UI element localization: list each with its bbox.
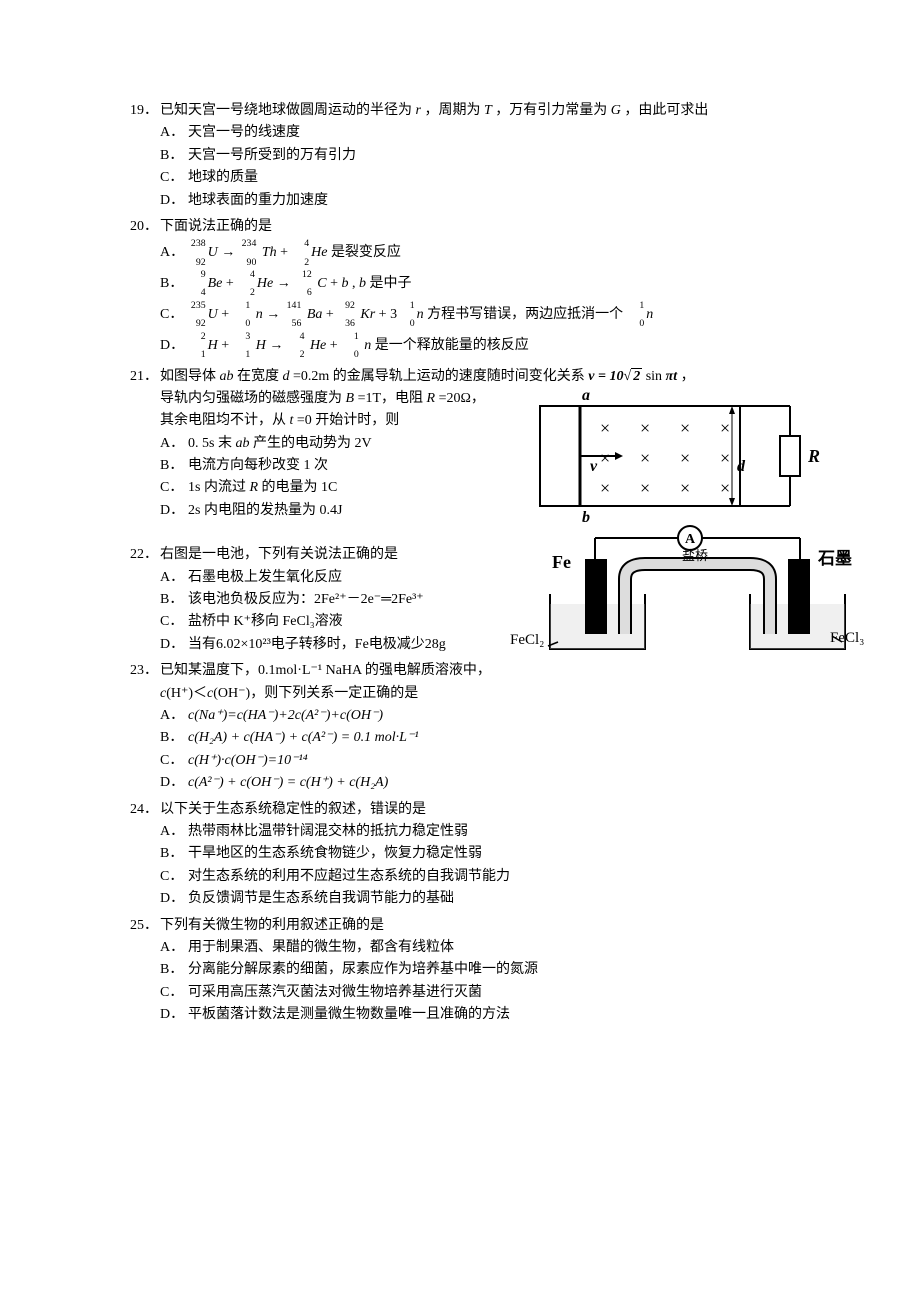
q20-opt-b: B． 94Be + 42He → 126 C + b , b 是中子 bbox=[160, 269, 810, 300]
q25-opt-c: C．可采用高压蒸汽灭菌法对微生物培养基进行灭菌 bbox=[160, 982, 810, 1004]
svg-text:×: × bbox=[640, 448, 650, 468]
question-23: 23． 已知某温度下，0.1mol·L⁻¹ NaHA 的强电解质溶液中， c(H… bbox=[130, 660, 810, 794]
q19-num: 19． bbox=[130, 100, 160, 122]
q25-stem: 下列有关微生物的利用叙述正确的是 bbox=[160, 915, 810, 937]
q24-num: 24． bbox=[130, 799, 160, 821]
question-20: 20． 下面说法正确的是 A． 23892U → 23490 Th + 42He… bbox=[130, 216, 810, 362]
q25-num: 25． bbox=[130, 915, 160, 937]
svg-text:×: × bbox=[680, 418, 690, 438]
svg-text:×: × bbox=[680, 448, 690, 468]
q23-opt-b: B．c(H₂A) + c(HA⁻) + c(A²⁻) = 0.1 mol·L⁻¹ bbox=[160, 727, 810, 749]
q19-opt-d: D．地球表面的重力加速度 bbox=[160, 190, 810, 212]
question-24: 24． 以下关于生态系统稳定性的叙述，错误的是 A．热带雨林比温带针阔混交林的抵… bbox=[130, 799, 810, 911]
q24-opt-d: D．负反馈调节是生态系统自我调节能力的基础 bbox=[160, 888, 810, 910]
svg-text:×: × bbox=[600, 418, 610, 438]
q21-circuit-figure: a b × × × × × × × × × × × × v d R bbox=[530, 386, 830, 526]
q20-c-equation: 23592U + 10 n → 14156 Ba + 9236 Kr + 310… bbox=[188, 300, 653, 331]
svg-text:×: × bbox=[680, 478, 690, 498]
q19-options: A．天宫一号的线速度 B．天宫一号所受到的万有引力 C．地球的质量 D．地球表面… bbox=[160, 122, 810, 212]
q23-opt-d: D．c(A²⁻) + c(OH⁻) = c(H⁺) + c(H₂A) bbox=[160, 772, 810, 794]
question-25: 25． 下列有关微生物的利用叙述正确的是 A．用于制果酒、果醋的微生物，都含有线… bbox=[130, 915, 810, 1027]
svg-text:×: × bbox=[640, 478, 650, 498]
q24-head: 24． 以下关于生态系统稳定性的叙述，错误的是 bbox=[130, 799, 810, 821]
q25-opt-d: D．平板菌落计数法是测量微生物数量唯一且准确的方法 bbox=[160, 1004, 810, 1026]
svg-text:×: × bbox=[720, 448, 730, 468]
fig-label-a: a bbox=[582, 387, 590, 404]
q24-opt-a: A．热带雨林比温带针阔混交林的抵抗力稳定性弱 bbox=[160, 821, 810, 843]
svg-text:×: × bbox=[600, 448, 610, 468]
q19-stem: 已知天宫一号绕地球做圆周运动的半径为 r ，周期为 T ，万有引力常量为 G ，… bbox=[160, 100, 810, 122]
q20-opt-c: C． 23592U + 10 n → 14156 Ba + 9236 Kr + … bbox=[160, 300, 810, 331]
q22-battery-figure: A Fe 石墨 盐桥 FeCl₂ FeCl₃ bbox=[510, 524, 870, 664]
q24-opt-b: B．干旱地区的生态系统食物链少，恢复力稳定性弱 bbox=[160, 843, 810, 865]
q23-options: A．c(Na⁺)=c(HA⁻)+2c(A²⁻)+c(OH⁻) B．c(H₂A) … bbox=[160, 705, 810, 795]
svg-text:×: × bbox=[640, 418, 650, 438]
q19-opt-c: C．地球的质量 bbox=[160, 167, 810, 189]
q20-d-equation: 21H + 31 H → 42 He + 10 n 是一个释放能量的核反应 bbox=[188, 331, 529, 362]
fig-label-r: R bbox=[807, 446, 820, 466]
fig-ammeter: A bbox=[685, 532, 696, 547]
q19-opt-b: B．天宫一号所受到的万有引力 bbox=[160, 145, 810, 167]
fig-fecl2-label: FeCl₂ bbox=[510, 632, 544, 648]
q25-opt-b: B．分离能分解尿素的细菌，尿素应作为培养基中唯一的氮源 bbox=[160, 959, 810, 981]
q20-opt-a: A． 23892U → 23490 Th + 42He 是裂变反应 bbox=[160, 238, 810, 269]
q25-opt-a: A．用于制果酒、果醋的微生物，都含有线粒体 bbox=[160, 937, 810, 959]
q21-num: 21． bbox=[130, 366, 160, 388]
fig-label-b: b bbox=[582, 509, 590, 526]
question-22: 22． 右图是一电池，下列有关说法正确的是 A．石墨电极上发生氧化反应 B．该电… bbox=[130, 544, 810, 656]
q19-opt-a: A．天宫一号的线速度 bbox=[160, 122, 810, 144]
q24-options: A．热带雨林比温带针阔混交林的抵抗力稳定性弱 B．干旱地区的生态系统食物链少，恢… bbox=[160, 821, 810, 911]
fig-label-v: v bbox=[590, 458, 598, 475]
q23-num: 23． bbox=[130, 660, 160, 682]
question-21: 21． 如图导体 ab 在宽度 d =0.2m 的金属导轨上运动的速度随时间变化… bbox=[130, 366, 810, 523]
q20-head: 20． 下面说法正确的是 bbox=[130, 216, 810, 238]
q20-opt-d: D． 21H + 31 H → 42 He + 10 n 是一个释放能量的核反应 bbox=[160, 331, 810, 362]
q25-options: A．用于制果酒、果醋的微生物，都含有线粒体 B．分离能分解尿素的细菌，尿素应作为… bbox=[160, 937, 810, 1027]
fig-fe-label: Fe bbox=[552, 552, 571, 572]
fig-bridge-label: 盐桥 bbox=[682, 548, 708, 563]
svg-text:×: × bbox=[720, 418, 730, 438]
q20-stem: 下面说法正确的是 bbox=[160, 216, 810, 238]
q25-head: 25． 下列有关微生物的利用叙述正确的是 bbox=[130, 915, 810, 937]
q24-stem: 以下关于生态系统稳定性的叙述，错误的是 bbox=[160, 799, 810, 821]
q19-head: 19． 已知天宫一号绕地球做圆周运动的半径为 r ，周期为 T ，万有引力常量为… bbox=[130, 100, 810, 122]
q23-opt-c: C．c(H⁺)·c(OH⁻)=10⁻¹⁴ bbox=[160, 750, 810, 772]
question-19: 19． 已知天宫一号绕地球做圆周运动的半径为 r ，周期为 T ，万有引力常量为… bbox=[130, 100, 810, 212]
fig-label-d: d bbox=[737, 458, 746, 475]
q20-options: A． 23892U → 23490 Th + 42He 是裂变反应 B． 94B… bbox=[160, 238, 810, 361]
q20-num: 20． bbox=[130, 216, 160, 238]
q23-stem-line2: c(H⁺)＜c(OH⁻)，则下列关系一定正确的是 bbox=[160, 683, 810, 705]
svg-text:×: × bbox=[720, 478, 730, 498]
q22-num: 22． bbox=[130, 544, 160, 566]
fig-graphite-label: 石墨 bbox=[817, 549, 852, 568]
q23-opt-a: A．c(Na⁺)=c(HA⁻)+2c(A²⁻)+c(OH⁻) bbox=[160, 705, 810, 727]
svg-text:×: × bbox=[600, 478, 610, 498]
q24-opt-c: C．对生态系统的利用不应超过生态系统的自我调节能力 bbox=[160, 866, 810, 888]
